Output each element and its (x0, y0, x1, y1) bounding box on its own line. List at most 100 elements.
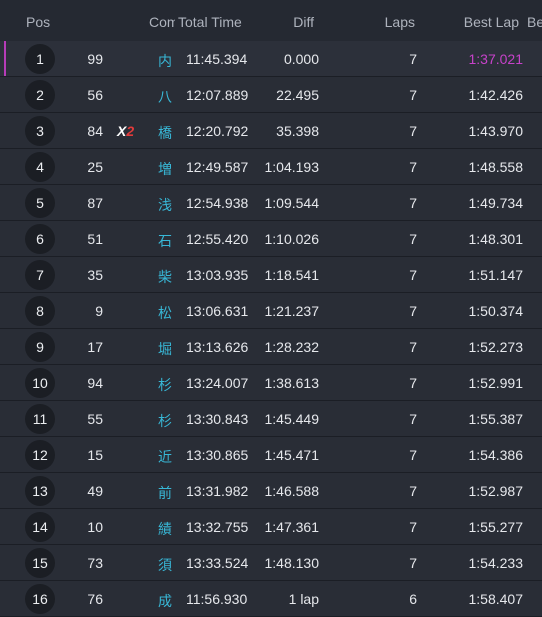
lap-count: 7 (409, 447, 417, 463)
table-row[interactable]: 11 55 杉 13:30.843 1:45.449 7 1:55.387 (0, 401, 542, 437)
total-time: 12:07.889 (186, 87, 249, 103)
column-header-total-time[interactable]: Total Time (178, 14, 242, 30)
car-number: 84 (87, 123, 103, 139)
multiplier-badge: X2 (117, 123, 134, 139)
time-diff: 1:10.026 (264, 231, 320, 247)
lap-count: 7 (409, 519, 417, 535)
total-time: 13:06.631 (186, 303, 249, 319)
competitor-name[interactable]: 八 (158, 89, 172, 105)
competitor-name[interactable]: 近 (158, 449, 172, 465)
total-time: 13:33.524 (186, 555, 249, 571)
position-badge: 5 (25, 188, 55, 218)
competitor-name[interactable]: 石 (158, 233, 172, 249)
table-row[interactable]: 1 99 内 11:45.394 0.000 7 1:37.021 (0, 41, 542, 77)
lap-count: 7 (409, 159, 417, 175)
total-time: 11:45.394 (186, 51, 248, 67)
competitor-name[interactable]: 内 (158, 53, 172, 69)
table-row[interactable]: 7 35 柴 13:03.935 1:18.541 7 1:51.147 (0, 257, 542, 293)
competitor-name[interactable]: 浅 (158, 197, 172, 213)
multiplier-count: 2 (126, 123, 135, 139)
car-number: 55 (87, 411, 103, 427)
column-header-competitor[interactable]: Competitor (149, 14, 175, 30)
table-row[interactable]: 2 56 八 12:07.889 22.495 7 1:42.426 (0, 77, 542, 113)
best-lap-time: 1:49.734 (468, 195, 524, 211)
lap-count: 7 (409, 303, 417, 319)
car-number: 49 (87, 483, 103, 499)
position-badge: 13 (25, 476, 55, 506)
best-lap-time: 1:50.374 (468, 303, 524, 319)
multiplier-letter: X (117, 123, 127, 139)
time-diff: 1:18.541 (264, 267, 320, 283)
total-time: 13:03.935 (186, 267, 249, 283)
lap-count: 7 (409, 483, 417, 499)
table-row[interactable]: 14 10 績 13:32.755 1:47.361 7 1:55.277 (0, 509, 542, 545)
time-diff: 1:28.232 (264, 339, 320, 355)
car-number: 51 (87, 231, 103, 247)
table-row[interactable]: 5 87 浅 12:54.938 1:09.544 7 1:49.734 (0, 185, 542, 221)
position-badge: 4 (25, 152, 55, 182)
table-row[interactable]: 15 73 須 13:33.524 1:48.130 7 1:54.233 (0, 545, 542, 581)
car-number: 94 (87, 375, 103, 391)
leader-indicator (4, 41, 6, 76)
lap-count: 7 (409, 51, 417, 67)
lap-count: 7 (409, 267, 417, 283)
total-time: 12:49.587 (186, 159, 249, 175)
car-number: 9 (95, 303, 103, 319)
competitor-name[interactable]: 須 (158, 557, 172, 573)
competitor-name[interactable]: 堀 (158, 341, 172, 357)
column-header-pos[interactable]: Pos (26, 14, 51, 30)
total-time: 13:31.982 (186, 483, 249, 499)
column-header-extra[interactable]: Best (527, 14, 542, 30)
competitor-name[interactable]: 増 (158, 161, 172, 177)
total-time: 11:56.930 (186, 591, 248, 607)
time-diff: 1:04.193 (264, 159, 320, 175)
best-lap-time: 1:43.970 (468, 123, 524, 139)
competitor-name[interactable]: 成 (158, 593, 172, 609)
column-header-best-lap[interactable]: Best Lap (463, 14, 519, 30)
total-time: 13:30.865 (186, 447, 249, 463)
total-time: 12:55.420 (186, 231, 249, 247)
table-row[interactable]: 10 94 杉 13:24.007 1:38.613 7 1:52.991 (0, 365, 542, 401)
competitor-name[interactable]: 橋 (158, 125, 172, 141)
table-row[interactable]: 8 9 松 13:06.631 1:21.237 7 1:50.374 (0, 293, 542, 329)
competitor-name[interactable]: 柴 (158, 269, 172, 285)
column-header-laps[interactable]: Laps (384, 14, 415, 30)
lap-count: 7 (409, 195, 417, 211)
position-badge: 10 (25, 368, 55, 398)
total-time: 12:54.938 (186, 195, 249, 211)
table-row[interactable]: 13 49 前 13:31.982 1:46.588 7 1:52.987 (0, 473, 542, 509)
competitor-name[interactable]: 前 (158, 485, 172, 501)
competitor-name[interactable]: 杉 (158, 413, 172, 429)
column-header-diff[interactable]: Diff (293, 14, 314, 30)
position-badge: 1 (25, 44, 55, 74)
time-diff: 1:45.449 (264, 411, 320, 427)
lap-count: 7 (409, 231, 417, 247)
time-diff: 22.495 (276, 87, 319, 103)
table-row[interactable]: 6 51 石 12:55.420 1:10.026 7 1:48.301 (0, 221, 542, 257)
lap-count: 7 (409, 375, 417, 391)
table-row[interactable]: 3 84 X2 橋 12:20.792 35.398 7 1:43.970 (0, 113, 542, 149)
time-diff: 0.000 (283, 51, 319, 67)
total-time: 13:13.626 (186, 339, 249, 355)
table-row[interactable]: 16 76 成 11:56.930 1 lap 6 1:58.407 (0, 581, 542, 617)
best-lap-time: 1:54.233 (468, 555, 524, 571)
table-row[interactable]: 9 17 堀 13:13.626 1:28.232 7 1:52.273 (0, 329, 542, 365)
table-row[interactable]: 12 15 近 13:30.865 1:45.471 7 1:54.386 (0, 437, 542, 473)
car-number: 56 (87, 87, 103, 103)
best-lap-time: 1:42.426 (468, 87, 524, 103)
car-number: 99 (87, 51, 103, 67)
best-lap-time: 1:52.991 (468, 375, 524, 391)
competitor-name[interactable]: 杉 (158, 377, 172, 393)
car-number: 10 (87, 519, 103, 535)
time-diff: 1:09.544 (264, 195, 320, 211)
best-lap-time: 1:54.386 (468, 447, 524, 463)
time-diff: 1:47.361 (264, 519, 320, 535)
car-number: 17 (87, 339, 103, 355)
position-badge: 12 (25, 440, 55, 470)
position-badge: 8 (25, 296, 55, 326)
competitor-name[interactable]: 績 (158, 521, 172, 537)
competitor-name[interactable]: 松 (158, 305, 172, 321)
best-lap-time: 1:37.021 (468, 51, 524, 67)
lap-count: 7 (409, 339, 417, 355)
table-row[interactable]: 4 25 増 12:49.587 1:04.193 7 1:48.558 (0, 149, 542, 185)
